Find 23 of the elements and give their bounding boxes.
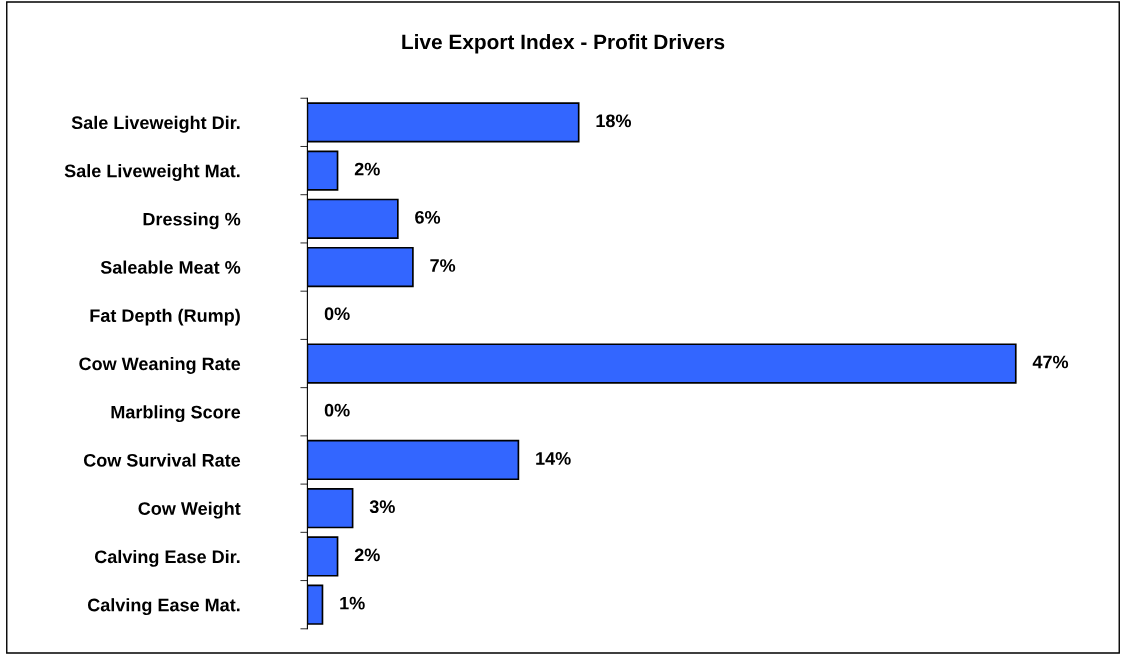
y-tick-label: Saleable Meat % — [100, 260, 241, 274]
y-tick-label: Calving Ease Mat. — [87, 598, 240, 616]
data-label: 47% — [1032, 355, 1069, 369]
data-label: 2% — [354, 548, 380, 562]
data-label: 18% — [596, 114, 632, 128]
data-label: 2% — [354, 162, 380, 176]
y-tick-label: Calving Ease Dir. — [94, 549, 240, 567]
y-tick-label: Sale Liveweight Dir. — [71, 115, 240, 133]
y-tick-label: Cow Weight — [138, 501, 241, 519]
chart-title: Live Export Index - Profit Drivers — [402, 34, 725, 54]
data-label: 7% — [430, 259, 456, 272]
data-label: 1% — [340, 596, 365, 610]
y-tick-label: Fat Depth (Rump) — [90, 308, 240, 326]
data-label: 3% — [369, 500, 395, 514]
y-tick-label: Marbling Score — [111, 405, 241, 423]
data-label: 14% — [536, 452, 571, 465]
data-label: 0% — [324, 403, 350, 417]
y-tick-label: Dressing % — [143, 212, 241, 230]
y-tick-label: Cow Weaning Rate — [79, 356, 241, 374]
y-tick-label: Cow Survival Rate — [83, 453, 241, 467]
data-label: 0% — [324, 307, 350, 321]
data-label: 6% — [415, 210, 441, 224]
y-tick-label: Sale Liveweight Mat. — [64, 164, 240, 181]
